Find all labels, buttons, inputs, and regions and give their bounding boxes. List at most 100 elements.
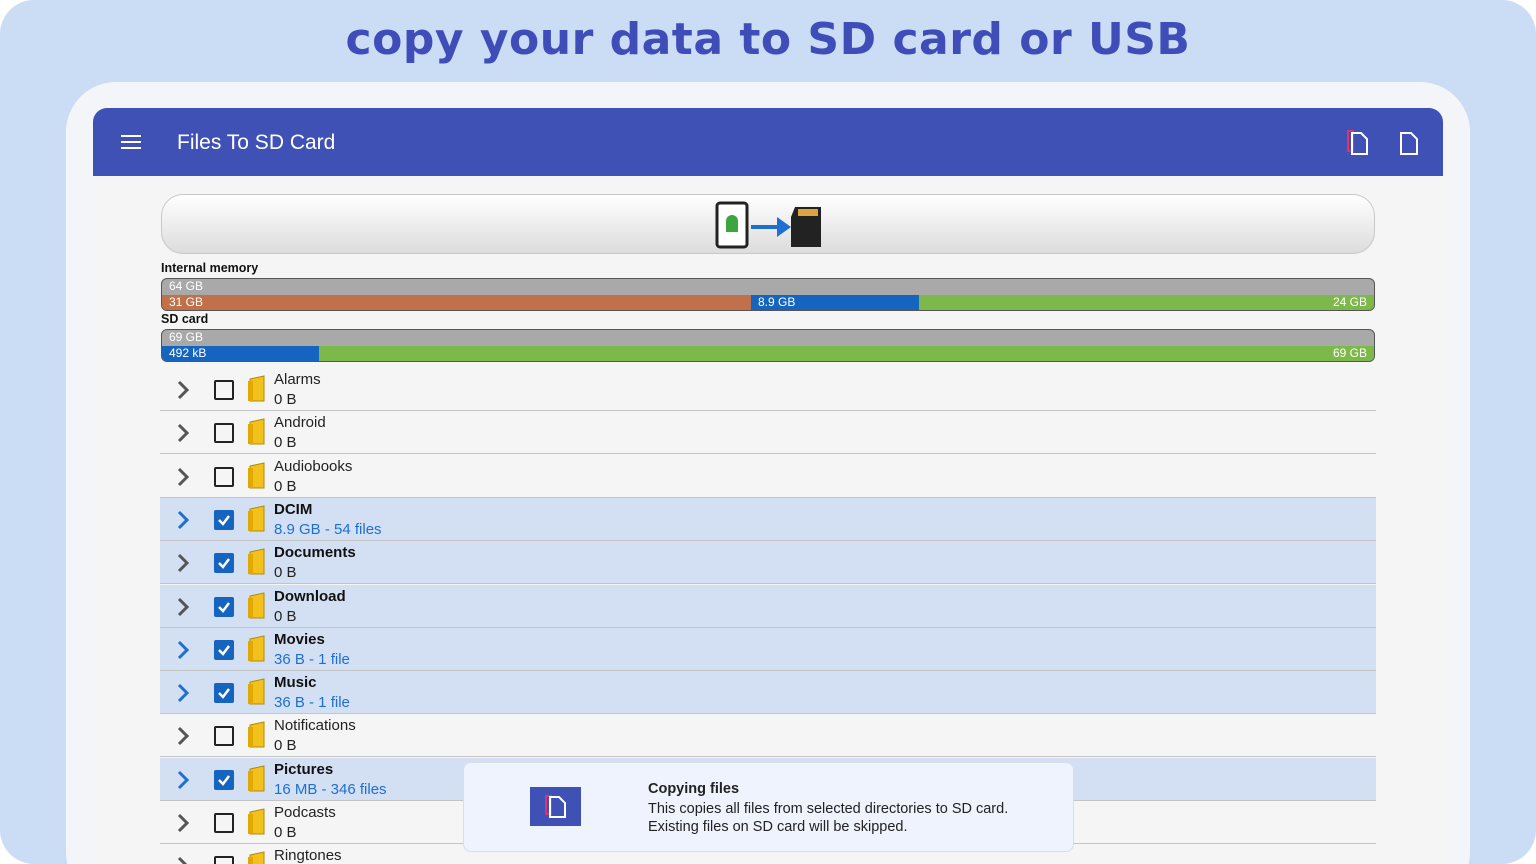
expand-chevron[interactable] (176, 856, 190, 864)
app-title: Files To SD Card (177, 131, 336, 154)
folder-icon (248, 591, 265, 618)
checkbox[interactable] (214, 380, 234, 400)
folder-detail: 0 B (274, 737, 297, 755)
check-mark (218, 601, 230, 613)
check-mark (218, 645, 230, 656)
checkbox[interactable] (214, 639, 234, 660)
check-mark (218, 558, 230, 570)
expand-chevron[interactable] (176, 683, 190, 703)
folder-row[interactable]: Ringtones0 B (160, 844, 1376, 864)
folder-detail: 0 B (274, 434, 297, 452)
folder-name: Android (274, 414, 326, 432)
folder-name: Movies (274, 630, 325, 648)
folder-name: DCIM (274, 500, 313, 518)
file-button[interactable] (1399, 130, 1421, 156)
dialog-text: Existing files on SD card will be skippe… (648, 819, 908, 835)
checkbox[interactable] (214, 856, 234, 864)
expand-chevron[interactable] (176, 553, 190, 573)
folder-name: Podcasts (274, 804, 336, 821)
folder-row[interactable]: Notifications 0 B (160, 714, 1376, 758)
folder-row[interactable]: Audiobooks 0 B (160, 455, 1376, 498)
expand-chevron[interactable] (176, 380, 190, 400)
expand-chevron[interactable] (176, 597, 190, 617)
folder-detail: 0 B (274, 391, 297, 408)
checkbox[interactable] (214, 813, 234, 833)
copy-button[interactable] (1347, 130, 1371, 156)
folder-detail: 36 B - 1 file (274, 694, 350, 712)
folder-icon (248, 461, 265, 489)
folder-icon (248, 505, 265, 532)
folder-name: Ringtones (274, 847, 342, 864)
dialog-icon (530, 787, 581, 826)
folder-detail: 0 B (274, 824, 297, 841)
phone-to-sd-icon (715, 201, 821, 249)
storage-total: 69 GB (169, 330, 204, 344)
checkbox[interactable] (214, 509, 234, 530)
folder-name: Documents (274, 544, 356, 562)
folder-icon (248, 808, 265, 835)
storage-segment: 69 GB (319, 346, 1374, 361)
copy-banner[interactable] (161, 194, 1375, 254)
folder-name: Download (274, 587, 346, 605)
folder-icon (248, 678, 265, 705)
folder-icon (248, 418, 265, 445)
app-bar (93, 108, 1443, 176)
toast-dialog: Copying files This copies all files from… (463, 762, 1074, 852)
checkbox[interactable] (214, 683, 234, 704)
storage-segment: 31 GB (162, 295, 751, 310)
dialog-title: Copying files (648, 781, 740, 797)
dialog-text: This copies all files from selected dire… (648, 801, 1009, 817)
checkbox[interactable] (214, 423, 234, 444)
folder-icon (248, 851, 265, 864)
checkbox[interactable] (214, 553, 234, 574)
folder-detail: 36 B - 1 file (274, 650, 350, 668)
storage-bar: 69 GB 492 kB 69 GB (161, 329, 1375, 362)
folder-row[interactable]: Alarms 0 B (160, 368, 1376, 411)
folder-detail: 0 B (274, 607, 297, 625)
folder-detail: 0 B (274, 564, 297, 582)
expand-chevron[interactable] (176, 423, 190, 443)
folder-name: Notifications (274, 717, 356, 735)
storage-label: Internal memory (161, 261, 259, 275)
folder-name: Alarms (274, 371, 321, 388)
folder-row[interactable]: Documents 0 B (160, 541, 1376, 585)
checkbox[interactable] (214, 466, 234, 487)
folder-name: Audiobooks (274, 457, 353, 475)
storage-label: SD card (161, 312, 209, 326)
storage-segment: 492 kB (162, 346, 319, 361)
storage-bar: 64 GB 31 GB 8.9 GB 24 GB (161, 278, 1375, 311)
checkbox[interactable] (214, 596, 234, 617)
folder-icon (248, 375, 265, 402)
folder-icon (248, 721, 265, 748)
storage-segment: 24 GB (919, 295, 1374, 310)
folder-detail: 16 MB - 346 files (274, 780, 387, 798)
check-mark (218, 688, 230, 699)
expand-chevron[interactable] (176, 726, 190, 746)
folder-row[interactable]: Android 0 B (160, 411, 1376, 455)
checkbox[interactable] (214, 769, 234, 790)
folder-icon (248, 765, 265, 792)
check-mark (218, 774, 230, 786)
folder-row[interactable]: Music 36 B - 1 file (160, 671, 1376, 715)
checkbox[interactable] (214, 726, 234, 747)
folder-detail: 8.9 GB - 54 files (274, 520, 382, 538)
check-mark (218, 515, 230, 526)
folder-row[interactable]: DCIM 8.9 GB - 54 files (160, 497, 1376, 541)
headline: copy your data to SD card or USB (345, 14, 1191, 65)
expand-chevron[interactable] (176, 510, 190, 530)
storage-segment: 8.9 GB (751, 295, 919, 310)
storage-total: 64 GB (169, 279, 204, 293)
folder-icon (248, 548, 265, 575)
folder-name: Pictures (274, 760, 334, 778)
expand-chevron[interactable] (176, 813, 190, 833)
folder-row[interactable]: Movies 36 B - 1 file (160, 627, 1376, 671)
expand-chevron[interactable] (176, 640, 190, 660)
expand-chevron[interactable] (176, 467, 190, 487)
expand-chevron[interactable] (176, 770, 190, 790)
folder-detail: 0 B (274, 477, 297, 495)
menu-button[interactable] (121, 132, 141, 152)
folder-row[interactable]: Download 0 B (160, 584, 1376, 628)
folder-icon (248, 635, 265, 662)
